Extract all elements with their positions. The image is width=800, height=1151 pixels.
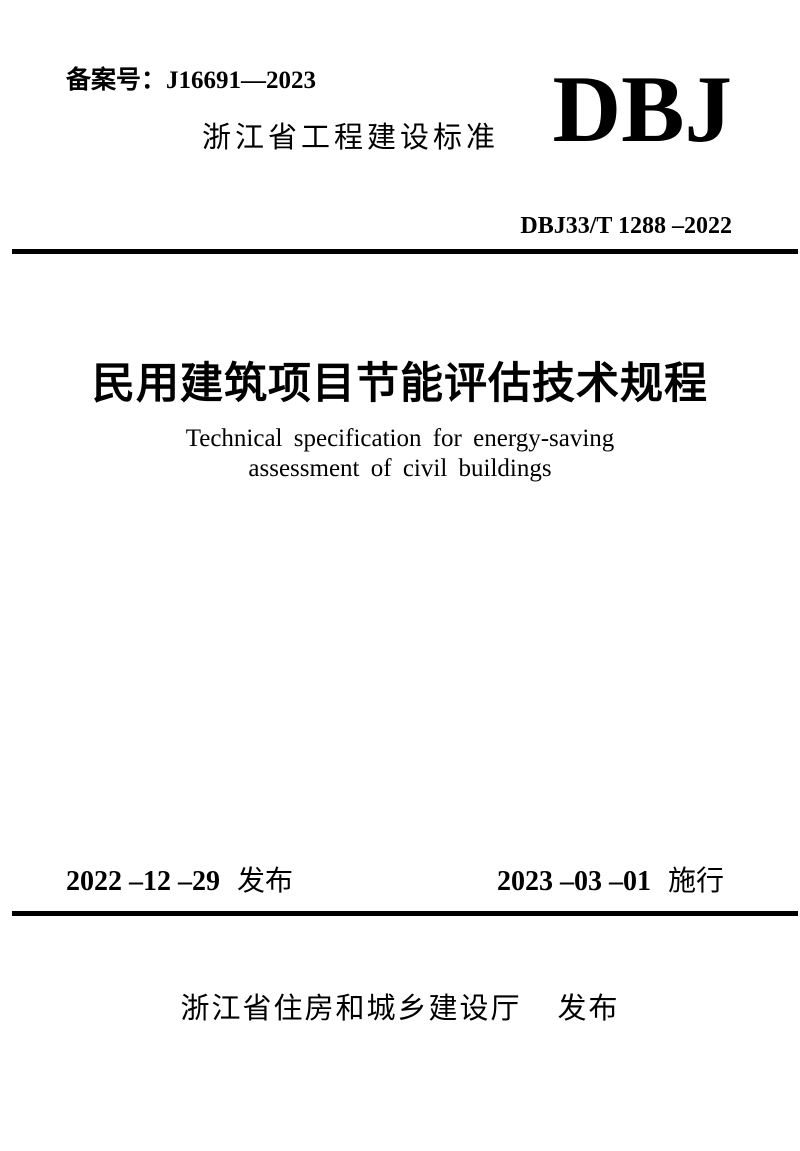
document-title-english-line2: assessment of civil buildings bbox=[248, 455, 552, 482]
top-divider-line bbox=[12, 249, 798, 254]
standard-number: DBJ33/T 1288 –2022 bbox=[520, 213, 732, 239]
publisher-line: 浙江省住房和城乡建设厅 发布 bbox=[0, 992, 800, 1027]
effective-date-label: 施行 bbox=[667, 865, 724, 896]
publisher-action-label: 发布 bbox=[557, 993, 620, 1025]
issue-date: 2022 –12 –29 发布 bbox=[66, 864, 293, 899]
issue-date-value: 2022 –12 –29 bbox=[66, 866, 220, 897]
standard-category: 浙江省工程建设标准 bbox=[202, 122, 500, 154]
document-title-english-line1: Technical specification for energy-savin… bbox=[185, 425, 615, 452]
issue-date-label: 发布 bbox=[237, 865, 294, 896]
document-title-english: Technical specification for energy-savin… bbox=[0, 424, 800, 484]
publisher-name: 浙江省住房和城乡建设厅 bbox=[180, 993, 522, 1025]
effective-date-value: 2023 –03 –01 bbox=[496, 866, 651, 897]
record-number: 备案号：J16691—2023 bbox=[66, 67, 317, 94]
effective-date: 2023 –03 –01 施行 bbox=[497, 864, 724, 899]
bottom-divider-line bbox=[12, 911, 798, 916]
document-title-chinese: 民用建筑项目节能评估技术规程 bbox=[92, 361, 708, 408]
standard-code-logo: DBJ bbox=[552, 56, 732, 162]
